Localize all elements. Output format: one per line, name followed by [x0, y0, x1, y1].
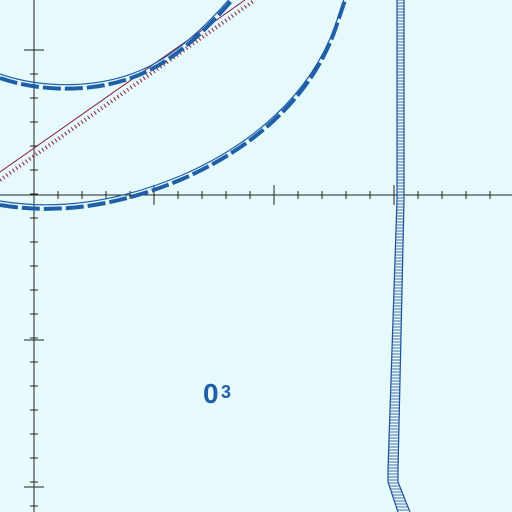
depth-contours — [0, 0, 347, 211]
channel-edge — [387, 0, 411, 512]
vertical-ticks — [24, 49, 44, 507]
channel-hatching — [388, 0, 410, 511]
depth-contour-inner — [0, 0, 234, 91]
depth-contour-outer — [0, 0, 347, 211]
sounding-depth: 0 — [203, 378, 219, 409]
horizontal-ticks — [33, 185, 491, 205]
cable-line-dotted-band — [0, 0, 257, 182]
depth-contour-inner-edge — [0, 0, 230, 86]
sounding-fraction: 3 — [221, 382, 231, 402]
depth-contour-outer-edge — [0, 0, 345, 206]
